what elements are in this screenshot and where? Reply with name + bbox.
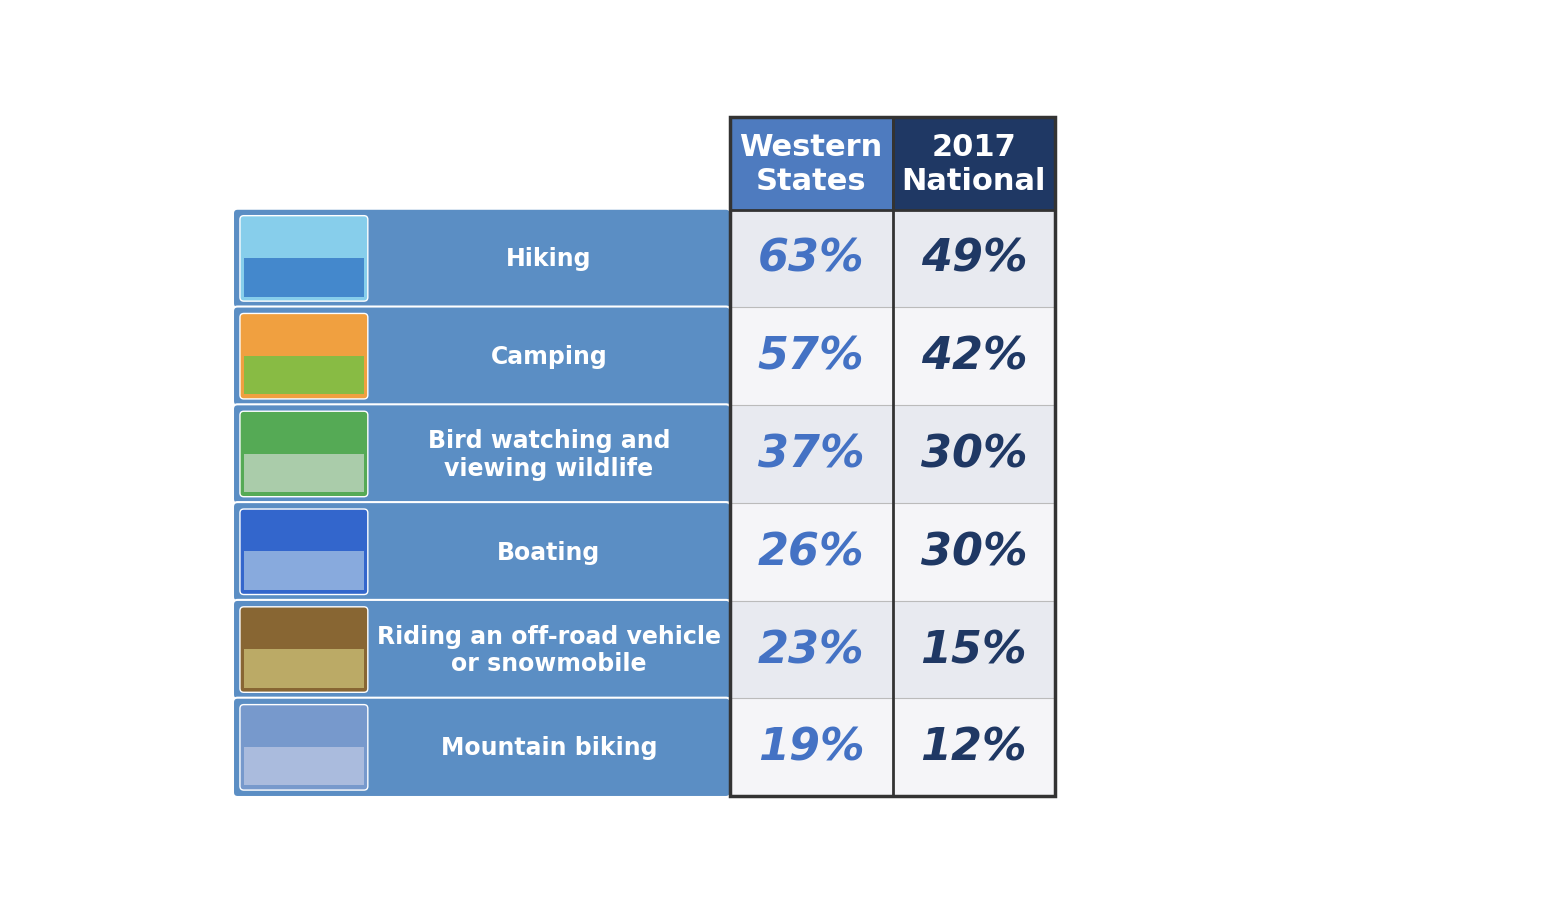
Text: 49%: 49% [920, 238, 1026, 280]
Bar [892, 405, 1055, 504]
FancyBboxPatch shape [232, 698, 730, 797]
Text: Camping: Camping [490, 345, 607, 369]
FancyBboxPatch shape [232, 600, 730, 699]
Text: Mountain biking: Mountain biking [440, 735, 657, 759]
Bar [730, 118, 1055, 797]
FancyBboxPatch shape [232, 210, 730, 309]
Bar [892, 601, 1055, 698]
Text: 2017
National: 2017 National [902, 133, 1047, 196]
Bar [243, 454, 363, 493]
FancyBboxPatch shape [240, 314, 368, 400]
Text: 42%: 42% [920, 335, 1026, 379]
Text: 37%: 37% [758, 433, 864, 476]
Bar [730, 118, 892, 210]
Bar [892, 308, 1055, 405]
Text: Hiking: Hiking [505, 247, 591, 271]
Bar [892, 118, 1055, 210]
Bar [730, 504, 892, 601]
Bar [243, 357, 363, 395]
Bar [892, 504, 1055, 601]
Bar [730, 601, 892, 698]
Bar [243, 747, 363, 786]
FancyBboxPatch shape [240, 412, 368, 497]
FancyBboxPatch shape [232, 307, 730, 406]
Text: 23%: 23% [758, 629, 864, 671]
Bar [730, 210, 892, 308]
FancyBboxPatch shape [240, 216, 368, 301]
FancyBboxPatch shape [240, 607, 368, 693]
Text: 57%: 57% [758, 335, 864, 379]
FancyBboxPatch shape [232, 503, 730, 602]
Text: 30%: 30% [920, 433, 1026, 476]
Text: 19%: 19% [758, 726, 864, 769]
FancyBboxPatch shape [232, 405, 730, 505]
Bar [892, 698, 1055, 797]
Bar [243, 650, 363, 688]
Text: Bird watching and
viewing wildlife: Bird watching and viewing wildlife [427, 428, 671, 481]
Text: 26%: 26% [758, 530, 864, 573]
Text: 15%: 15% [920, 629, 1026, 671]
Text: Boating: Boating [498, 540, 601, 564]
Bar [730, 308, 892, 405]
Text: Western
States: Western States [739, 133, 883, 196]
FancyBboxPatch shape [240, 705, 368, 790]
Bar [730, 698, 892, 797]
Text: 12%: 12% [920, 726, 1026, 769]
Bar [243, 551, 363, 590]
Bar [892, 210, 1055, 308]
Text: Riding an off-road vehicle
or snowmobile: Riding an off-road vehicle or snowmobile [378, 624, 721, 675]
Text: 30%: 30% [920, 530, 1026, 573]
Text: 63%: 63% [758, 238, 864, 280]
FancyBboxPatch shape [240, 509, 368, 595]
Bar [243, 259, 363, 297]
Bar [730, 405, 892, 504]
